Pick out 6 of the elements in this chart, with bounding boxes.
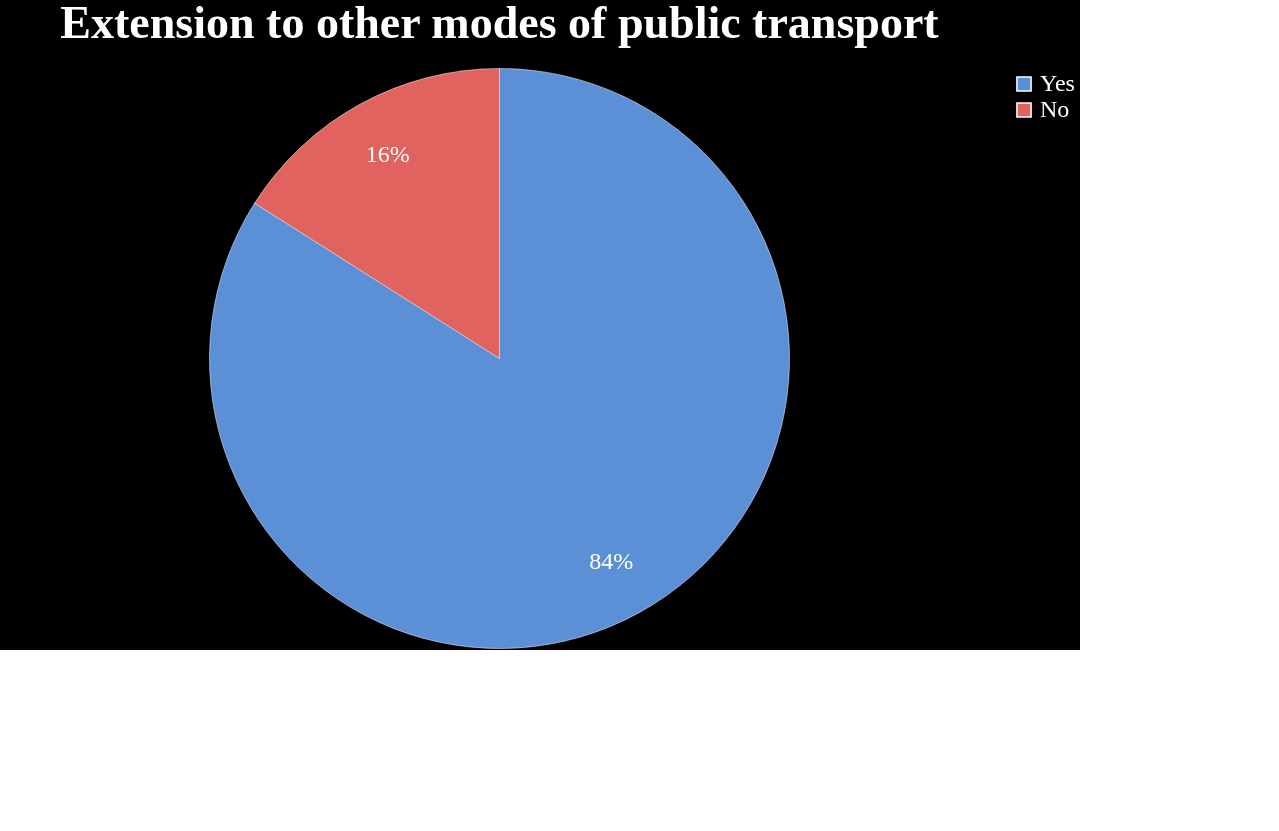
data-label: 16% [365,141,410,168]
data-label: 84% [589,547,634,574]
legend-label: Yes [1040,70,1075,96]
chart-title: Extension to other modes of public transport [60,0,940,48]
legend-label: No [1040,96,1070,122]
pie-slice [209,68,790,649]
